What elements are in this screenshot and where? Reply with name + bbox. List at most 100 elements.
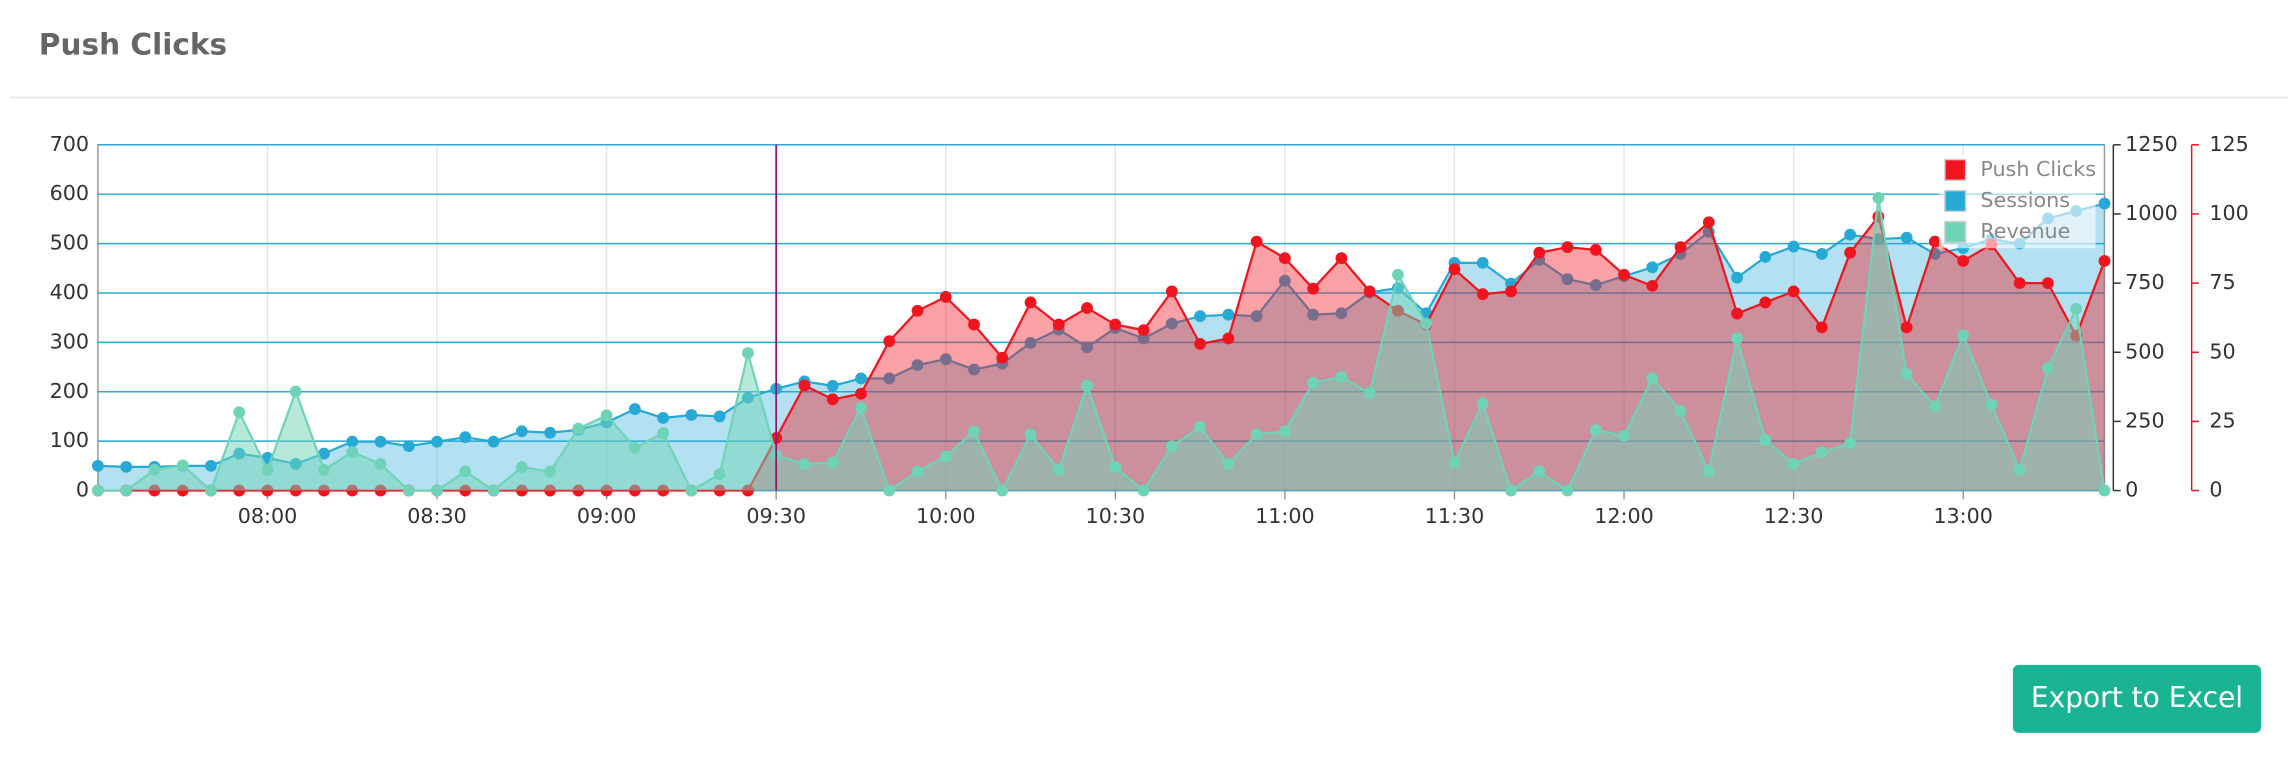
point xyxy=(1646,279,1659,292)
point xyxy=(968,363,980,376)
point xyxy=(431,484,443,497)
export-button[interactable] xyxy=(2012,664,2262,733)
legend-swatch xyxy=(1944,220,1967,244)
point xyxy=(1731,332,1743,345)
point xyxy=(2013,277,2026,290)
point xyxy=(1787,285,1800,298)
point xyxy=(1222,332,1235,345)
y-tick-label: 500 xyxy=(50,231,89,255)
y2-tick-label: 500 xyxy=(2125,339,2164,363)
x-tick-label: 11:30 xyxy=(1425,504,1485,528)
point xyxy=(2042,362,2054,374)
point xyxy=(1731,271,1743,284)
point xyxy=(544,426,557,439)
point xyxy=(798,379,811,392)
point xyxy=(1844,246,1857,259)
point xyxy=(1505,484,1517,497)
point xyxy=(911,465,924,478)
point xyxy=(685,409,698,421)
point xyxy=(1222,458,1235,470)
point xyxy=(911,359,924,372)
point xyxy=(798,458,811,470)
point xyxy=(1250,235,1263,248)
point xyxy=(1165,317,1178,330)
y3-tick-label: 75 xyxy=(2209,270,2235,294)
point xyxy=(1476,397,1489,410)
y3-tick-label: 100 xyxy=(2209,201,2248,225)
point xyxy=(1448,263,1461,276)
y3-tick-label: 25 xyxy=(2209,408,2235,432)
point xyxy=(120,484,133,497)
point xyxy=(1024,428,1037,441)
point xyxy=(1674,241,1687,254)
point xyxy=(402,484,415,497)
point xyxy=(939,291,952,303)
point xyxy=(968,318,980,331)
point xyxy=(1702,216,1715,229)
point xyxy=(1844,437,1857,450)
point xyxy=(1081,341,1093,354)
point xyxy=(318,463,330,476)
point xyxy=(515,461,528,473)
point xyxy=(742,347,754,359)
point xyxy=(1928,400,1941,413)
point xyxy=(1307,282,1320,295)
point xyxy=(1222,308,1235,321)
point xyxy=(1957,329,1970,342)
point xyxy=(1759,251,1772,263)
point xyxy=(1137,324,1150,337)
point xyxy=(120,460,133,473)
point xyxy=(855,401,867,414)
point xyxy=(1815,446,1828,459)
y2-tick-label: 1250 xyxy=(2125,132,2178,156)
point xyxy=(826,379,839,392)
point xyxy=(1533,246,1546,259)
point xyxy=(1109,461,1122,473)
point xyxy=(1420,317,1433,330)
y-tick-label: 700 xyxy=(50,132,89,156)
x-tick-label: 08:30 xyxy=(407,504,467,528)
point xyxy=(1165,440,1178,453)
point xyxy=(318,447,330,460)
point xyxy=(826,393,839,406)
point xyxy=(431,435,443,448)
point xyxy=(92,459,104,472)
point xyxy=(2098,255,2111,267)
point xyxy=(1815,321,1828,334)
point xyxy=(911,304,924,317)
point xyxy=(1957,255,1970,267)
area xyxy=(97,203,2105,491)
point xyxy=(1674,404,1687,417)
point xyxy=(1872,192,1885,204)
point xyxy=(1985,398,1998,411)
y-tick-label: 0 xyxy=(76,478,89,502)
legend-label: Sessions xyxy=(1980,188,2070,212)
point xyxy=(1900,231,1913,244)
point xyxy=(572,422,585,435)
point xyxy=(233,406,246,419)
point xyxy=(459,431,472,444)
point xyxy=(1787,458,1800,470)
point xyxy=(1335,252,1348,265)
legend: Push Clicks Sessions Revenue xyxy=(1938,153,2096,249)
point xyxy=(1392,268,1404,281)
point xyxy=(685,484,698,497)
point xyxy=(855,372,867,385)
point xyxy=(1165,285,1178,298)
point xyxy=(939,353,952,366)
point xyxy=(487,484,500,497)
point xyxy=(1052,318,1065,331)
point xyxy=(1052,463,1065,476)
area xyxy=(97,197,2105,491)
point xyxy=(996,351,1009,364)
export-button-label[interactable]: Export to Excel xyxy=(2031,681,2243,714)
legend-label: Push Clicks xyxy=(1980,157,2096,181)
y-tick-label: 600 xyxy=(50,181,89,205)
point xyxy=(1533,465,1546,478)
point xyxy=(1731,307,1743,320)
y-tick-label: 100 xyxy=(50,428,89,452)
point xyxy=(1448,456,1461,469)
point xyxy=(205,459,217,472)
